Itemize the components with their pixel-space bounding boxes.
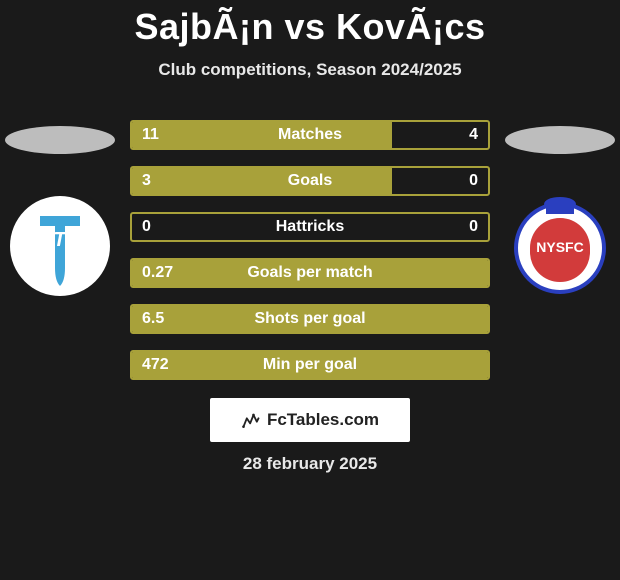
stat-row: 0.27Goals per match bbox=[130, 258, 490, 288]
stat-label: Shots per goal bbox=[132, 310, 488, 328]
stat-right-value: 0 bbox=[469, 218, 478, 236]
fctables-watermark: FcTables.com bbox=[210, 398, 410, 442]
page-title: SajbÃ¡n vs KovÃ¡cs bbox=[0, 0, 620, 48]
stat-row: 472Min per goal bbox=[130, 350, 490, 380]
stat-row: 11Matches4 bbox=[130, 120, 490, 150]
svg-text:NYSFC: NYSFC bbox=[536, 239, 583, 255]
svg-text:ZTE: ZTE bbox=[40, 229, 79, 251]
right-player-column: NYSFC bbox=[500, 120, 620, 296]
shadow-ellipse bbox=[5, 126, 115, 154]
stat-label: Goals per match bbox=[132, 264, 488, 282]
stat-right-value: 4 bbox=[469, 126, 478, 144]
stat-label: Goals bbox=[132, 172, 488, 190]
date-line: 28 february 2025 bbox=[0, 454, 620, 474]
shadow-ellipse bbox=[505, 126, 615, 154]
stat-row: 3Goals0 bbox=[130, 166, 490, 196]
stat-bars: 11Matches43Goals00Hattricks00.27Goals pe… bbox=[130, 120, 490, 380]
zte-badge-icon: ZTE bbox=[10, 196, 110, 296]
stat-label: Hattricks bbox=[132, 218, 488, 236]
stat-right-value: 0 bbox=[469, 172, 478, 190]
fctables-logo-icon bbox=[241, 410, 261, 430]
stat-label: Matches bbox=[132, 126, 488, 144]
left-club-badge: ZTE bbox=[10, 196, 110, 296]
page-subtitle: Club competitions, Season 2024/2025 bbox=[0, 60, 620, 80]
stat-row: 6.5Shots per goal bbox=[130, 304, 490, 334]
comparison-card: SajbÃ¡n vs KovÃ¡cs Club competitions, Se… bbox=[0, 0, 620, 580]
fctables-label: FcTables.com bbox=[267, 410, 379, 430]
stat-label: Min per goal bbox=[132, 356, 488, 374]
stat-row: 0Hattricks0 bbox=[130, 212, 490, 242]
left-player-column: ZTE bbox=[0, 120, 120, 296]
nysfc-badge-icon: NYSFC bbox=[510, 196, 610, 296]
right-club-badge: NYSFC bbox=[510, 196, 610, 296]
